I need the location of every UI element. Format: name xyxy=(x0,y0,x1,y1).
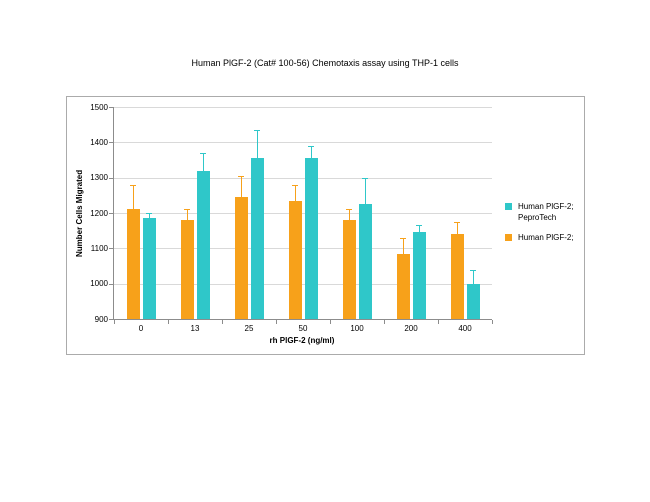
error-bar-cap xyxy=(200,152,206,154)
error-bar xyxy=(295,184,296,201)
error-bar xyxy=(311,145,312,159)
x-tick-label: 0 xyxy=(138,324,144,333)
bar-orange-200 xyxy=(396,253,410,319)
error-bar xyxy=(457,221,458,235)
y-tick xyxy=(109,283,113,285)
x-tick-label: 25 xyxy=(244,324,254,333)
x-axis-title: rh PlGF-2 (ng/ml) xyxy=(269,336,335,345)
x-tick xyxy=(330,320,331,324)
error-bar xyxy=(133,184,134,210)
legend-item-peprotech: Human PlGF-2; PeproTech xyxy=(505,201,574,223)
error-bar-cap xyxy=(470,269,476,271)
error-bar-cap xyxy=(292,184,298,186)
y-tick xyxy=(109,248,113,250)
bar-teal-25 xyxy=(250,158,264,319)
bar-teal-200 xyxy=(412,232,426,319)
x-tick-label: 200 xyxy=(404,324,418,333)
x-tick xyxy=(438,320,439,324)
bar-orange-50 xyxy=(288,200,302,319)
gridline xyxy=(114,248,492,250)
y-tick-label: 1500 xyxy=(90,102,108,112)
x-tick xyxy=(222,320,223,324)
x-tick-label: 13 xyxy=(190,324,200,333)
bar-teal-0 xyxy=(142,218,156,319)
bar-orange-100 xyxy=(342,220,356,319)
gridline xyxy=(114,142,492,144)
x-tick xyxy=(168,320,169,324)
y-tick xyxy=(109,142,113,144)
error-bar-cap xyxy=(308,145,314,147)
x-tick-label: 50 xyxy=(298,324,308,333)
error-bar xyxy=(257,129,258,159)
legend-label: Human PlGF-2; xyxy=(518,233,574,242)
plot-area: 900 1000 1100 1200 1300 1400 1500 0 13 25 50 100 200… xyxy=(90,103,493,333)
gridline xyxy=(114,283,492,285)
y-tick-label: 1400 xyxy=(90,137,108,147)
bar-teal-13 xyxy=(196,170,210,319)
gridline xyxy=(114,107,492,108)
error-bar xyxy=(403,237,404,254)
y-tick xyxy=(109,107,113,108)
y-tick-label: 1300 xyxy=(90,173,108,183)
error-bar xyxy=(419,225,420,233)
error-bar xyxy=(365,177,366,205)
error-bar-cap xyxy=(362,177,368,179)
bar-teal-400 xyxy=(466,283,480,319)
error-bar-cap xyxy=(454,221,460,223)
error-bar xyxy=(473,269,474,284)
legend-label: Human PlGF-2; PeproTech xyxy=(518,202,574,222)
error-bar-cap xyxy=(130,184,136,186)
legend-item-plgf2: Human PlGF-2; xyxy=(505,232,574,243)
gridline xyxy=(114,177,492,179)
x-tick xyxy=(492,320,493,324)
bar-teal-50 xyxy=(304,158,318,319)
error-bar-cap xyxy=(238,175,244,177)
bar-orange-25 xyxy=(234,197,248,319)
error-bar xyxy=(187,209,188,221)
error-bar-cap xyxy=(416,225,422,227)
bar-orange-400 xyxy=(450,234,464,319)
error-bar xyxy=(149,213,150,219)
legend-swatch-teal xyxy=(505,203,512,210)
y-tick-label: 900 xyxy=(94,314,108,324)
x-tick-label: 100 xyxy=(350,324,364,333)
x-tick xyxy=(384,320,385,324)
error-bar-cap xyxy=(146,213,152,214)
x-tick xyxy=(114,320,115,324)
chart-title: Human PlGF-2 (Cat# 100-56) Chemotaxis as… xyxy=(191,58,459,68)
error-bar xyxy=(203,152,204,171)
y-tick-label: 1100 xyxy=(90,243,108,253)
bar-orange-0 xyxy=(126,209,140,319)
error-bar-cap xyxy=(184,209,190,211)
error-bar xyxy=(241,175,242,198)
error-bar-cap xyxy=(400,237,406,239)
x-tick xyxy=(276,320,277,324)
chart-frame: Number Cells Migrated 900 1000 1100 1200 130… xyxy=(66,96,585,355)
legend-swatch-orange xyxy=(505,234,512,241)
y-tick xyxy=(109,319,113,320)
bar-orange-13 xyxy=(180,220,194,319)
error-bar-cap xyxy=(254,129,260,131)
y-tick-label: 1200 xyxy=(90,208,108,218)
legend: Human PlGF-2; PeproTech Human PlGF-2; xyxy=(505,201,574,252)
bar-teal-100 xyxy=(358,204,372,319)
error-bar-cap xyxy=(346,209,352,211)
x-tick-label: 400 xyxy=(458,324,472,333)
error-bar xyxy=(349,209,350,221)
y-tick-label: 1000 xyxy=(90,279,108,289)
y-tick xyxy=(109,213,113,214)
y-tick xyxy=(109,177,113,179)
gridline xyxy=(114,213,492,214)
